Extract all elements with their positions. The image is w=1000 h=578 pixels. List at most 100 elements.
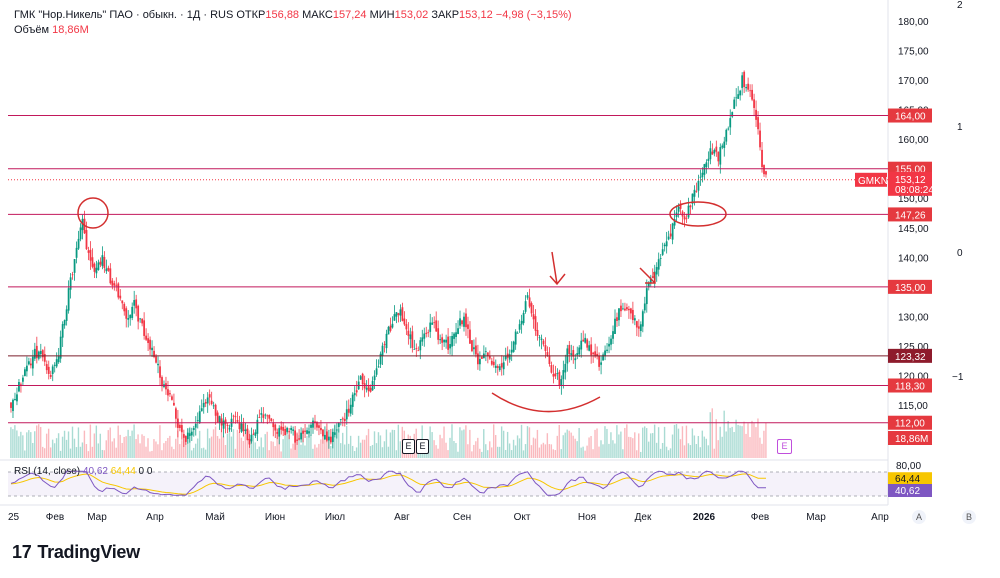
candle-body [151,347,153,351]
candle-body [169,393,171,395]
candle-body [238,422,241,430]
candle-body [500,363,503,368]
candle-body [165,383,167,390]
volume-bar [91,446,94,458]
volume-bar [685,425,688,458]
candle-body [433,322,436,324]
candle-body [665,241,668,247]
volume-bar [93,433,96,458]
earnings-marker-2[interactable]: E [416,439,429,454]
candle-body [707,158,710,162]
logo-text: TradingView [37,542,140,562]
candle-body [24,369,26,376]
candle-body [192,428,195,430]
volume-bar [149,451,151,458]
candle-body [276,432,279,434]
volume-bar [224,444,227,458]
volume-bar [616,425,618,458]
volume-bar [59,450,62,458]
volume-bar [214,426,217,458]
volume-bar [113,438,115,458]
volume-bar [308,427,310,458]
upcoming-earnings-marker[interactable]: E [777,439,792,454]
candle-body [421,337,424,342]
candle-body [763,165,765,175]
auto-scale-button[interactable]: A [912,510,926,524]
y-tick-label: 140,00 [898,253,929,264]
volume-bar [542,442,545,458]
volume-bar [310,434,312,458]
candle-body [534,316,537,331]
candle-body [471,340,473,352]
candle-body [218,416,221,423]
candle-body [461,320,463,325]
volume-bar [431,432,433,458]
rsi-line [10,470,766,496]
y-tick-label: 130,00 [898,312,929,323]
volume-bar [371,444,374,458]
candle-body [733,99,736,109]
candle-body [55,359,58,367]
candle-body [441,337,444,343]
candle-body [129,314,132,319]
candle-body [447,336,450,350]
earnings-marker-1[interactable]: E [402,439,415,454]
volume-bar [640,451,642,458]
right-scale-minus1: −1 [952,372,964,383]
volume-bar [77,427,80,458]
volume-bar [254,442,256,458]
candle-body [222,420,225,429]
x-tick-label: Фев [46,512,64,523]
volume-bar [500,426,503,458]
volume-bar [524,444,527,458]
volume-bar [638,433,640,458]
candle-body [353,393,356,396]
candle-body [548,356,551,364]
candle-body [494,365,497,368]
level-price-tag [888,348,932,363]
candle-body [725,129,728,142]
candle-body [250,434,253,442]
candle-body [75,247,78,258]
volume-bar [87,451,90,458]
candle-body [33,348,36,359]
volume-bar [604,426,606,458]
candle-body [578,347,581,355]
candle-body [550,365,553,373]
volume-bar [10,427,12,458]
volume-bar [206,428,209,458]
candle-body [435,320,438,332]
candle-body [85,230,88,250]
volume-bar [532,437,535,458]
volume-bar [18,436,20,458]
candle-body [759,130,761,148]
volume-bar [355,447,358,458]
candle-body [510,349,513,353]
volume-bar [71,426,74,458]
volume-bar [566,429,568,458]
volume-bar [516,435,519,458]
volume-bar [145,446,147,458]
volume-bar [326,428,328,458]
rsi-name: RSI (14, close) [14,466,81,477]
candle-body [608,343,610,347]
volume-bar [340,443,342,458]
volume-bar [45,433,48,458]
volume-bar [97,443,100,458]
volume-bar [467,444,469,458]
candle-body [186,432,189,440]
candle-body [31,356,34,369]
volume-bar [240,437,243,458]
volume-bar [757,418,759,458]
log-scale-button[interactable]: B [962,510,976,524]
candle-body [498,366,501,371]
candle-body [715,146,718,152]
volume-bar [471,451,473,458]
candle-body [240,423,243,432]
candle-body [242,423,245,432]
candle-body [739,90,742,96]
volume-bar [663,426,666,458]
last-price-label: 153,12 [895,175,926,186]
candle-body [544,345,547,351]
